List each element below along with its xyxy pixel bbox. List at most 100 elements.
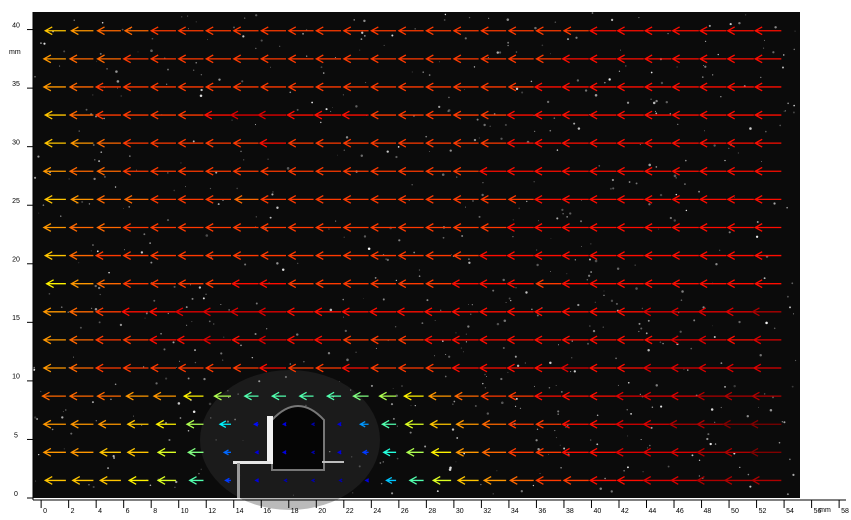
vector-arrow — [535, 476, 562, 485]
speckle — [272, 191, 274, 193]
vector-arrow — [671, 251, 699, 261]
vector-arrow — [588, 335, 617, 345]
vector-arrow — [616, 223, 644, 232]
vector-arrow — [314, 26, 342, 36]
speckle — [190, 284, 191, 286]
speckle — [673, 219, 677, 222]
speckle — [608, 78, 611, 81]
speckle — [596, 443, 599, 446]
speckle — [652, 101, 656, 105]
speckle — [683, 368, 685, 370]
speckle — [59, 65, 61, 67]
vector-arrow — [482, 476, 507, 485]
speckle — [379, 462, 382, 464]
speckle — [791, 282, 794, 285]
speckle — [163, 348, 166, 351]
vector-arrow — [507, 26, 534, 36]
vector-arrow — [70, 279, 94, 289]
vector-arrow — [177, 194, 204, 204]
speckle — [465, 333, 467, 335]
speckle — [566, 215, 568, 218]
vector-arrow — [232, 363, 259, 373]
speckle — [451, 428, 455, 431]
speckle — [500, 137, 503, 140]
speckle — [468, 261, 471, 264]
vector-arrow — [726, 82, 754, 92]
vector-arrow — [561, 251, 589, 261]
speckle — [386, 150, 389, 153]
speckle — [408, 199, 410, 201]
vector-arrow — [177, 279, 204, 289]
speckle — [447, 109, 451, 112]
vector-arrow — [425, 138, 452, 148]
vector-arrow — [696, 447, 727, 457]
vector-arrow — [478, 166, 507, 176]
speckle — [576, 79, 580, 82]
speckle — [382, 298, 385, 301]
speckle — [302, 32, 305, 35]
vector-arrow — [222, 449, 231, 456]
vector-arrow — [751, 307, 782, 317]
speckle — [792, 473, 795, 476]
speckle — [167, 68, 169, 71]
vector-arrow — [533, 251, 562, 261]
speckle — [562, 213, 564, 215]
vector-arrow — [643, 223, 672, 232]
vector-arrow — [507, 419, 534, 429]
speckle — [100, 151, 103, 153]
speckle — [81, 200, 84, 203]
speckle — [438, 105, 441, 109]
speckle — [428, 151, 430, 152]
speckle — [73, 356, 74, 358]
speckle — [165, 377, 168, 380]
speckle — [51, 428, 54, 431]
speckle — [570, 371, 572, 373]
speckle — [95, 115, 97, 118]
vector-arrow — [287, 54, 314, 64]
speckle — [763, 277, 766, 280]
vector-arrow — [203, 110, 231, 120]
vector-arrow — [231, 335, 259, 345]
vector-arrow — [508, 476, 534, 485]
x-tick-label: 58 — [841, 508, 849, 515]
vector-arrow — [97, 419, 121, 429]
vector-arrow — [559, 363, 589, 373]
speckle — [186, 324, 188, 326]
speckle — [434, 355, 436, 357]
vector-arrow — [218, 420, 231, 429]
vector-arrow — [533, 82, 562, 92]
speckle — [33, 366, 35, 369]
speckle — [195, 61, 198, 64]
speckle — [456, 176, 458, 178]
speckle — [411, 184, 413, 186]
speckle — [473, 66, 476, 68]
vector-arrow — [698, 138, 727, 148]
vector-arrow — [204, 138, 231, 148]
speckle — [68, 178, 70, 180]
vector-arrow — [431, 476, 452, 485]
vector-arrow — [561, 335, 589, 345]
speckle — [482, 382, 484, 385]
speckle — [782, 66, 784, 69]
vector-arrow — [588, 307, 617, 317]
vector-arrow — [42, 307, 66, 317]
speckle — [116, 80, 120, 83]
vector-arrow — [148, 335, 176, 345]
speckle — [392, 417, 395, 420]
speckle — [626, 101, 630, 104]
arch — [271, 405, 325, 471]
vector-arrow — [408, 476, 424, 485]
speckle — [616, 267, 620, 270]
vector-arrow — [286, 307, 314, 317]
speckle — [90, 307, 93, 310]
vector-arrow — [314, 223, 342, 232]
speckle — [180, 162, 182, 164]
speckle — [502, 278, 505, 282]
vector-arrow — [643, 138, 672, 148]
speckle — [421, 322, 424, 325]
speckle — [176, 366, 178, 368]
vector-arrow — [149, 110, 176, 120]
vector-arrow — [397, 110, 424, 120]
speckle — [363, 34, 366, 37]
speckle — [192, 69, 195, 71]
